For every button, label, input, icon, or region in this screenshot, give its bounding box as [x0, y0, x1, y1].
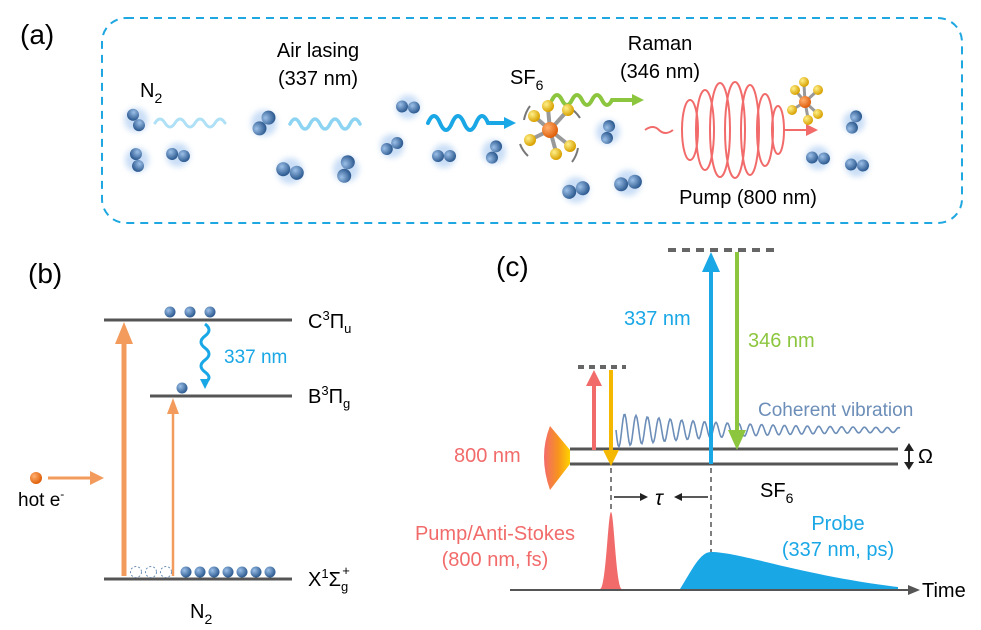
- raman-346-arrowhead: [728, 430, 746, 450]
- tau-arrowhead-left: [640, 493, 648, 501]
- hot-electron-label: hot e-: [18, 487, 64, 511]
- excitation-arrowhead-c: [115, 322, 133, 344]
- pump-antistokes-label-line2: (800 nm, fs): [442, 549, 549, 571]
- stokes-down-arrowhead: [603, 450, 619, 466]
- air-lasing-label-line2: (337 nm): [278, 68, 358, 90]
- pump-label-a: Pump (800 nm): [679, 187, 817, 209]
- coherent-vibration-label: Coherent vibration: [758, 400, 913, 421]
- n2-label-a: N2: [140, 80, 162, 106]
- population-dots: [130, 306, 276, 578]
- panel-a-label: (a): [20, 19, 54, 50]
- time-axis-label: Time: [922, 580, 966, 602]
- label-337-c: 337 nm: [624, 308, 691, 330]
- probe-label-line1: Probe: [811, 513, 864, 535]
- pump-antistokes-label-line1: Pump/Anti-Stokes: [415, 523, 575, 545]
- pump-up-arrowhead: [586, 370, 602, 386]
- n2-molecules: [124, 95, 869, 203]
- excitation-arrowhead-b: [167, 398, 179, 414]
- omega-label: Ω: [918, 446, 933, 468]
- time-axis-arrowhead: [908, 585, 920, 595]
- pump-fan-symbol: [544, 426, 570, 490]
- omega-arrowheads: [904, 443, 914, 470]
- sf6-molecule-1: [519, 100, 581, 163]
- emission-337-label: 337 nm: [224, 347, 287, 368]
- label-800-c: 800 nm: [454, 445, 521, 467]
- raman-label-line2: (346 nm): [620, 61, 700, 83]
- air-lasing-label-line1: Air lasing: [277, 40, 359, 62]
- coherent-vibration-wave: [615, 413, 901, 449]
- panel-c-label: (c): [496, 251, 529, 282]
- x-state-label: X1Σg+: [308, 563, 350, 594]
- probe-label-line2: (337 nm, ps): [782, 539, 894, 561]
- air-lasing-waves: [153, 93, 644, 132]
- raman-label-line1: Raman: [628, 33, 692, 55]
- n2-label-b: N2: [190, 601, 212, 627]
- panel-b-label: (b): [28, 258, 62, 289]
- tau-arrowhead-right: [674, 493, 682, 501]
- panel-a-dashed-frame: [101, 17, 963, 224]
- sf6-label-c: SF6: [760, 480, 794, 506]
- sf6-molecule-2: [787, 77, 823, 125]
- hot-electron-dot: [30, 472, 42, 484]
- tau-label: τ: [655, 487, 664, 510]
- pump-pulse-spiral: [644, 81, 818, 179]
- c-state-label: C3Πu: [308, 308, 351, 336]
- pump-pulse-shape: [600, 512, 622, 589]
- sf6-label-a: SF6: [510, 67, 544, 93]
- hot-electron-arrowhead: [90, 471, 104, 485]
- probe-pulse-shape: [680, 552, 898, 589]
- b-state-label: B3Πg: [308, 383, 350, 411]
- probe-337-arrowhead: [702, 252, 720, 272]
- energy-levels-b: [104, 318, 292, 581]
- label-346-c: 346 nm: [748, 330, 815, 352]
- emission-337-wave: [199, 322, 211, 384]
